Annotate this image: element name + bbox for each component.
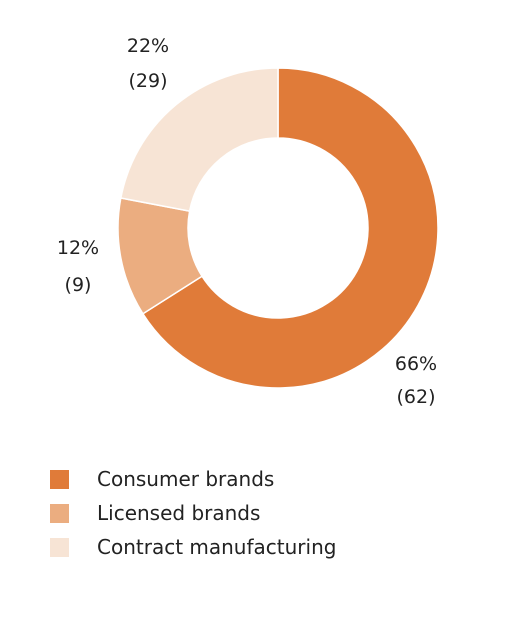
slice-consumer-brands — [141, 67, 439, 389]
donut-chart: 66% (62) 12% (9) 22% (29) — [57, 35, 439, 408]
legend-label-licensed-brands: Licensed brands — [97, 501, 261, 525]
count-label-consumer-brands: (62) — [396, 386, 435, 408]
slice-labels: 66% (62) 12% (9) 22% (29) — [57, 35, 437, 408]
percent-label-contract-manufacturing: 22% — [127, 35, 169, 57]
legend-label-consumer-brands: Consumer brands — [97, 467, 275, 491]
legend-label-contract-manufacturing: Contract manufacturing — [97, 535, 337, 559]
percent-label-consumer-brands: 66% — [395, 353, 437, 375]
legend-swatch-licensed-brands — [50, 503, 69, 523]
legend-item-consumer-brands: Consumer brands — [50, 462, 336, 496]
legend-item-licensed-brands: Licensed brands — [50, 496, 336, 530]
donut-slices — [117, 67, 439, 389]
percent-label-licensed-brands: 12% — [57, 237, 99, 259]
count-label-licensed-brands: (9) — [65, 274, 92, 296]
legend-item-contract-manufacturing: Contract manufacturing — [50, 530, 336, 564]
legend: Consumer brands Licensed brands Contract… — [50, 462, 336, 564]
legend-swatch-contract-manufacturing — [50, 537, 69, 557]
slice-contract-manufacturing — [119, 67, 279, 213]
legend-swatch-consumer-brands — [50, 469, 69, 489]
count-label-contract-manufacturing: (29) — [128, 70, 167, 92]
